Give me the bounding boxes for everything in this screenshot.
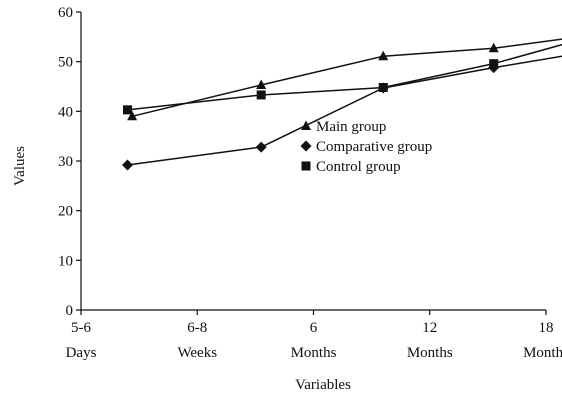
legend-marker-main-group	[301, 120, 311, 130]
data-point-main-group	[256, 79, 267, 90]
legend-label-control-group: Control group	[316, 159, 401, 175]
data-point-main-group	[378, 50, 389, 61]
x-tick-label-line: Days	[66, 345, 97, 361]
y-tick-label: 30	[58, 154, 73, 170]
data-point-main-group	[127, 110, 138, 121]
data-point-control-group	[489, 59, 499, 69]
x-tick-label-line: 6-8	[187, 320, 207, 336]
x-tick-label-line: Months	[523, 345, 562, 361]
x-tick-label: 6 Months	[291, 320, 337, 361]
y-tick-label: 10	[58, 253, 73, 269]
series-markers	[122, 42, 500, 171]
y-axis-ticks: 0 10 20 30 40 50 60	[58, 5, 81, 319]
legend-label-main-group: Main group	[316, 119, 386, 135]
x-tick-label-line: Months	[407, 345, 453, 361]
x-axis-label: Variables	[295, 377, 351, 393]
y-tick-label: 60	[58, 5, 73, 21]
y-tick-label: 40	[58, 104, 73, 120]
y-tick-label: 0	[66, 303, 74, 319]
x-tick-label: 6-8 Weeks	[177, 320, 217, 361]
x-axis-ticks: 5-6 Days 6-8 Weeks 6 Months 12 Months 18 Months	[66, 310, 562, 361]
x-tick-label-line: 12	[422, 320, 437, 336]
data-point-comparative-group	[255, 141, 267, 153]
x-tick-label-line: Weeks	[177, 345, 217, 361]
x-tick-label: 18 Months	[523, 320, 562, 361]
data-point-control-group	[256, 90, 266, 100]
legend: Main group Comparative group Control group	[300, 119, 432, 175]
series-line-main-group	[131, 38, 562, 118]
x-tick-label-line: 18	[539, 320, 554, 336]
data-point-control-group	[123, 105, 132, 115]
x-tick-label-line: 5-6	[71, 320, 91, 336]
x-tick-label-line: 6	[310, 320, 318, 336]
legend-marker-control-group	[301, 161, 311, 171]
data-point-comparative-group	[122, 159, 133, 171]
legend-label-comparative-group: Comparative group	[316, 139, 432, 155]
legend-marker-comparative-group	[300, 140, 312, 152]
x-tick-label: 12 Months	[407, 320, 453, 361]
data-point-control-group	[378, 82, 388, 92]
y-tick-label: 20	[58, 204, 73, 220]
x-tick-label: 5-6 Days	[66, 320, 97, 361]
data-point-main-group	[488, 42, 499, 53]
axes	[80, 12, 546, 311]
x-tick-label-line: Months	[291, 345, 337, 361]
y-axis-label: Values	[12, 146, 28, 186]
y-tick-label: 50	[58, 55, 73, 71]
